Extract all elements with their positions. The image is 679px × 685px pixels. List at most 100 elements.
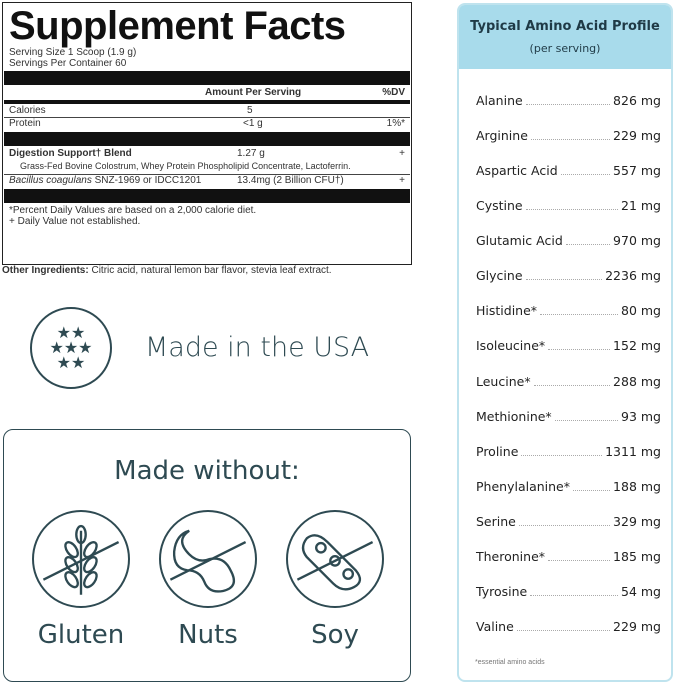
- amino-value: 557 mg: [613, 163, 661, 179]
- amino-value: 826 mg: [613, 93, 661, 108]
- dot-leader: [573, 489, 611, 491]
- dot-leader: [521, 454, 603, 456]
- serving-size: Serving Size 1 Scoop (1.9 g): [9, 47, 137, 58]
- row-name: Protein: [9, 118, 41, 129]
- made-without-panel: Made without: Gluten Nuts Soy: [3, 429, 411, 682]
- dot-leader: [525, 279, 603, 281]
- row-dv: [365, 105, 405, 117]
- amino-name: Arginine: [476, 128, 528, 144]
- amino-row: Aspartic Acid 557 mg: [476, 163, 661, 178]
- amino-name: Valine: [476, 619, 514, 635]
- footnote: + Daily Value not established.: [9, 216, 141, 227]
- divider-bar: [4, 71, 410, 85]
- facts-row: Protein <1 g 1%*: [4, 118, 410, 130]
- row-name: Bacillus coagulans: [9, 175, 92, 186]
- amino-name: Aspartic Acid: [476, 163, 558, 179]
- wheat-icon: [32, 510, 130, 608]
- peanut-icon: [159, 510, 257, 608]
- amino-row: Isoleucine* 152 mg: [476, 338, 661, 353]
- amino-name: Glutamic Acid: [476, 233, 563, 249]
- amino-row: Glutamic Acid 970 mg: [476, 233, 661, 248]
- other-text: Citric acid, natural lemon bar flavor, s…: [88, 265, 332, 276]
- nuts-label: Nuts: [178, 620, 238, 650]
- amino-value: 229 mg: [613, 128, 661, 144]
- row-amount: 1.27 g: [237, 148, 265, 159]
- dot-leader: [554, 419, 618, 421]
- amino-value: 288 mg: [613, 373, 661, 389]
- amino-value: 54 mg: [621, 583, 661, 599]
- blend-ingredients: Grass-Fed Bovine Colostrum, Whey Protein…: [4, 160, 410, 175]
- amino-value: 185 mg: [613, 548, 661, 564]
- row-name: Calories: [9, 105, 46, 116]
- amino-row: Leucine* 288 mg: [476, 374, 661, 389]
- stars-icon: ★★ ★★★ ★★: [30, 307, 112, 389]
- supplement-facts-panel: Supplement Facts Serving Size 1 Scoop (1…: [2, 2, 412, 265]
- gluten-label: Gluten: [37, 620, 125, 650]
- amino-name: Tyrosine: [476, 583, 528, 599]
- other-ingredients: Other Ingredients: Citric acid, natural …: [2, 265, 332, 276]
- servings-per-container: Servings Per Container 60: [9, 58, 127, 69]
- amino-name: Alanine: [476, 93, 523, 108]
- amino-name: Theronine*: [476, 548, 546, 564]
- amino-name: Histidine*: [476, 303, 538, 319]
- amino-note: *essential amino acids: [475, 659, 545, 666]
- amino-value: 21 mg: [621, 198, 661, 214]
- amino-value: 152 mg: [613, 338, 661, 354]
- row-name: Digestion Support† Blend: [9, 148, 132, 159]
- dot-leader: [518, 524, 611, 526]
- dot-leader: [548, 559, 611, 561]
- row-amount: 5: [247, 105, 253, 116]
- dot-leader: [560, 174, 611, 176]
- amino-title: Typical Amino Acid Profile: [470, 19, 660, 34]
- divider-bar: [4, 189, 410, 203]
- amino-header: Typical Amino Acid Profile (per serving): [459, 5, 671, 69]
- dot-leader: [533, 384, 611, 386]
- facts-title: Supplement Facts: [9, 4, 346, 48]
- amino-name: Glycine: [476, 268, 523, 284]
- amino-row: Methionine* 93 mg: [476, 409, 661, 424]
- row-name-rest: SNZ-1969 or IDCC1201: [91, 175, 202, 186]
- col-dv: %DV: [382, 87, 405, 98]
- row-dv: +: [399, 175, 405, 186]
- probiotic-row: Bacillus coagulans SNZ-1969 or IDCC1201 1…: [4, 175, 410, 187]
- dot-leader: [525, 209, 618, 211]
- amino-row: Glycine 2236 mg: [476, 268, 661, 283]
- dot-leader: [540, 314, 618, 316]
- amino-row: Theronine* 185 mg: [476, 549, 661, 564]
- dot-leader: [565, 244, 611, 246]
- amino-row: Tyrosine 54 mg: [476, 584, 661, 599]
- amino-value: 2236 mg: [605, 268, 661, 284]
- made-in-usa-label: Made in the USA: [145, 332, 370, 363]
- dot-leader: [548, 349, 611, 351]
- amino-value: 970 mg: [613, 233, 661, 249]
- blend-row: Digestion Support† Blend 1.27 g +: [4, 148, 410, 160]
- made-without-title: Made without:: [114, 456, 300, 486]
- other-label: Other Ingredients:: [2, 265, 89, 276]
- row-amount: 13.4mg (2 Billion CFU†): [237, 175, 344, 186]
- soy-label: Soy: [311, 620, 359, 650]
- amino-name: Isoleucine*: [476, 338, 546, 354]
- col-amount: Amount Per Serving: [205, 87, 302, 98]
- amino-row: Cystine 21 mg: [476, 198, 661, 213]
- amino-name: Serine: [476, 513, 516, 529]
- row-dv: 1%*: [386, 118, 405, 129]
- row-amount: <1 g: [243, 118, 263, 129]
- amino-subtitle: (per serving): [529, 42, 601, 55]
- divider-bar: [4, 100, 410, 104]
- footnote: *Percent Daily Values are based on a 2,0…: [9, 205, 257, 216]
- dot-leader: [530, 594, 618, 596]
- amino-row: Proline 1311 mg: [476, 444, 661, 459]
- amino-row: Valine 229 mg: [476, 619, 661, 634]
- amino-row: Histidine* 80 mg: [476, 303, 661, 318]
- amino-name: Proline: [476, 443, 519, 459]
- row-dv: +: [399, 148, 405, 159]
- dot-leader: [516, 630, 611, 632]
- amino-value: 329 mg: [613, 513, 661, 529]
- amino-row: Alanine 826 mg: [476, 93, 661, 108]
- amino-row: Phenylalanine* 188 mg: [476, 479, 661, 494]
- amino-name: Cystine: [476, 198, 523, 214]
- amino-value: 188 mg: [613, 478, 661, 494]
- soybean-icon: [286, 510, 384, 608]
- dot-leader: [530, 139, 611, 141]
- divider-bar: [4, 132, 410, 146]
